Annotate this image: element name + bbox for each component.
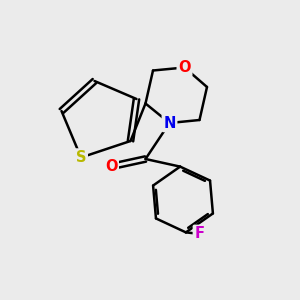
Text: O: O: [178, 60, 191, 75]
Text: N: N: [163, 116, 176, 130]
Text: O: O: [105, 159, 117, 174]
Text: F: F: [194, 226, 204, 242]
Text: S: S: [76, 150, 86, 165]
